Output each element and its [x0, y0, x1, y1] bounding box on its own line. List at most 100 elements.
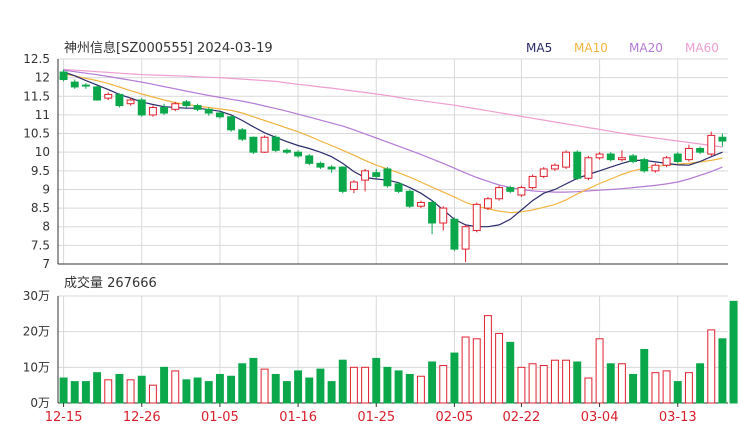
volume-bar-up [550, 359, 559, 404]
candle-down [93, 86, 102, 101]
volume-bar-up [562, 359, 571, 404]
candle-down [70, 81, 79, 88]
candle-down [573, 151, 582, 179]
volume-bar-down [696, 363, 705, 404]
candle-down [305, 155, 314, 164]
x-tick-label: 01-25 [357, 410, 395, 425]
volume-label: 成交量 267666 [64, 275, 157, 291]
volume-bar-down [673, 381, 682, 404]
volume-bar-down [450, 352, 459, 404]
candle-down [316, 162, 325, 168]
candle-down [249, 136, 258, 153]
volume-bar-down [282, 381, 291, 404]
volume-bar-down [338, 359, 347, 404]
volume-bar-down [428, 361, 437, 404]
volume-bar-up [584, 377, 593, 404]
k-y-tick-label: 9 [42, 182, 50, 196]
legend-ma10: MA10 [574, 41, 608, 55]
candle-down [215, 112, 224, 118]
volume-bar-down [227, 375, 236, 404]
candle-down [137, 99, 146, 116]
candle-down [405, 190, 414, 207]
volume-bar-up [707, 329, 716, 404]
candle-down [294, 151, 303, 157]
volume-bar-down [629, 373, 638, 404]
candle-up [595, 153, 604, 159]
volume-bar-up [495, 332, 504, 404]
candle-down [282, 149, 291, 153]
k-y-tick-label: 7.5 [31, 238, 50, 252]
volume-bar-up [651, 372, 660, 404]
volume-bar-down [327, 381, 336, 404]
k-y-tick-label: 7 [42, 257, 50, 271]
chart-title: 神州信息[SZ000555] 2024-03-19 [64, 40, 273, 56]
candle-up [617, 157, 626, 161]
candle-up [562, 151, 571, 168]
candle-up [439, 207, 448, 224]
volume-bar-down [193, 377, 202, 404]
candle-up [495, 187, 504, 200]
candle-up [171, 103, 180, 110]
candle-down [394, 183, 403, 192]
candle-down [115, 93, 124, 107]
candle-up [651, 164, 660, 172]
candle-down [718, 136, 727, 142]
volume-bar-up [416, 375, 425, 404]
x-tick-label: 03-04 [581, 410, 619, 425]
k-y-tick-label: 8.5 [31, 201, 50, 215]
candle-down [450, 218, 459, 250]
volume-bar-down [506, 341, 515, 404]
volume-bar-down [372, 357, 381, 404]
ma60-line [63, 68, 723, 148]
volume-bar-up [461, 336, 470, 404]
candle-up [349, 181, 358, 190]
v-y-tick-label: 20万 [23, 325, 50, 339]
candle-down [673, 153, 682, 163]
candle-down [193, 105, 202, 110]
candle-down [227, 116, 236, 131]
volume-bar-down [115, 373, 124, 404]
candle-up [528, 175, 537, 189]
candle-up [550, 164, 559, 170]
volume-bar-down [93, 372, 102, 404]
volume-bar-down [70, 381, 79, 404]
candle-down [372, 172, 381, 177]
k-y-tick-label: 10 [35, 145, 50, 159]
candle-up [684, 147, 693, 161]
candle-up [707, 134, 716, 155]
v-y-tick-label: 10万 [23, 360, 50, 374]
candle-up [416, 202, 425, 207]
ma5-line [63, 71, 723, 228]
legend-ma20: MA20 [629, 41, 663, 55]
volume-bar-down [137, 375, 146, 404]
volume-bar-up [539, 365, 548, 404]
volume-bar-up [349, 366, 358, 404]
candle-down [271, 136, 280, 151]
x-tick-label: 12-26 [123, 410, 161, 425]
volume-bar-down [238, 363, 247, 404]
candle-down [160, 106, 169, 114]
candle-up [517, 187, 526, 196]
x-tick-label: 02-22 [503, 410, 541, 425]
k-y-tick-label: 11 [35, 108, 50, 122]
volume-bar-down [81, 381, 90, 404]
candle-down [204, 108, 213, 114]
candle-down [640, 159, 649, 172]
volume-bar-down [316, 368, 325, 404]
candle-down [696, 147, 705, 153]
candle-up [148, 106, 157, 116]
volume-bar-up [439, 365, 448, 404]
volume-bar-down [271, 373, 280, 404]
candle-down [428, 202, 437, 224]
x-tick-label: 02-05 [436, 410, 474, 425]
volume-bar-up [684, 372, 693, 404]
candle-down [59, 71, 68, 81]
x-tick-label: 12-15 [45, 410, 83, 425]
volume-bar-down [405, 373, 414, 404]
volume-bar-down [59, 377, 68, 404]
candle-up [260, 136, 269, 153]
v-y-tick-label: 30万 [23, 289, 50, 303]
volume-bar-down [160, 366, 169, 404]
